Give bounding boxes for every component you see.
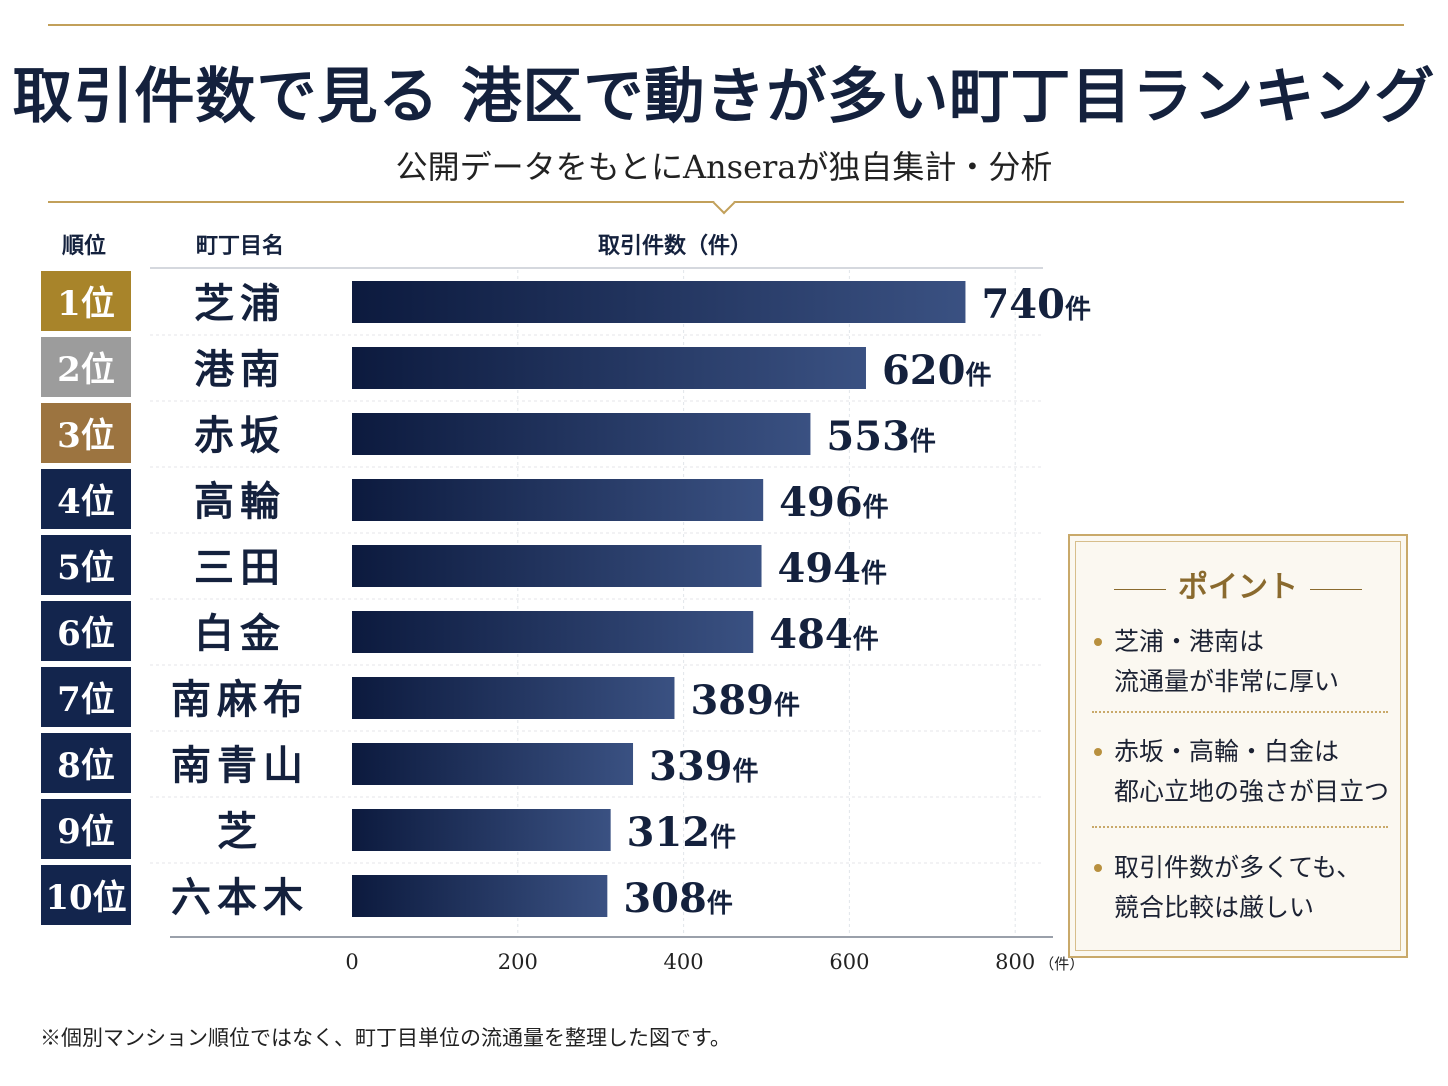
bar bbox=[352, 413, 811, 455]
page-subtitle: 公開データをもとにAnseraが独自集計・分析 bbox=[395, 148, 1053, 186]
value-label: 494件 bbox=[778, 545, 888, 592]
category-label: 芝 bbox=[217, 808, 263, 855]
header-name: 町丁目名 bbox=[196, 233, 284, 259]
value-label: 312件 bbox=[627, 809, 737, 856]
x-tick-label: 200 bbox=[498, 950, 538, 974]
value-label: 496件 bbox=[779, 479, 889, 526]
bar bbox=[352, 347, 866, 389]
category-label: 南麻布 bbox=[171, 676, 309, 723]
bar bbox=[352, 281, 966, 323]
rank-label: 4位 bbox=[57, 482, 115, 522]
rank-label: 2位 bbox=[57, 350, 115, 390]
value-label: 308件 bbox=[623, 875, 733, 922]
category-label: 高輪 bbox=[194, 478, 286, 525]
category-label: 赤坂 bbox=[194, 412, 286, 459]
bar bbox=[352, 677, 675, 719]
bar bbox=[352, 743, 634, 785]
category-label: 港南 bbox=[194, 346, 286, 393]
point-item-1: 芝浦・港南は 流通量が非常に厚い bbox=[1092, 622, 1392, 702]
rank-badge bbox=[41, 535, 131, 595]
bar bbox=[352, 809, 611, 851]
x-tick-label: 600 bbox=[829, 950, 869, 974]
rank-badge bbox=[41, 601, 131, 661]
x-tick-label: 400 bbox=[664, 950, 704, 974]
rank-label: 10位 bbox=[45, 878, 126, 918]
value-label: 740件 bbox=[981, 281, 1091, 328]
point-divider bbox=[1092, 711, 1388, 713]
bullet-icon bbox=[1094, 864, 1102, 872]
x-unit-label: （件） bbox=[1039, 955, 1084, 973]
points-title: ポイント bbox=[1070, 562, 1406, 606]
rank-label: 1位 bbox=[57, 284, 115, 324]
rank-label: 6位 bbox=[57, 614, 115, 654]
page-title: 取引件数で見る 港区で動きが多い町丁目ランキング bbox=[12, 62, 1436, 132]
category-label: 六本木 bbox=[171, 874, 309, 921]
category-label: 白金 bbox=[194, 610, 286, 657]
category-label: 三田 bbox=[194, 544, 286, 591]
bar bbox=[352, 611, 754, 653]
bullet-icon bbox=[1094, 748, 1102, 756]
rank-badge bbox=[41, 469, 131, 529]
bar bbox=[352, 479, 764, 521]
points-panel: ポイント 芝浦・港南は 流通量が非常に厚い 赤坂・高輪・白金は 都心立地の強さが… bbox=[1068, 534, 1408, 958]
rank-label: 5位 bbox=[57, 548, 115, 588]
point-item-2: 赤坂・高輪・白金は 都心立地の強さが目立つ bbox=[1092, 732, 1392, 812]
category-label: 芝浦 bbox=[194, 280, 286, 327]
header-rank: 順位 bbox=[62, 233, 106, 259]
value-label: 339件 bbox=[649, 743, 759, 790]
rank-badge bbox=[41, 271, 131, 331]
category-label: 南青山 bbox=[171, 742, 309, 789]
rank-label: 3位 bbox=[57, 416, 115, 456]
x-tick-label: 800 bbox=[995, 950, 1035, 974]
rank-badge bbox=[41, 667, 131, 727]
rank-badge bbox=[41, 337, 131, 397]
header-value: 取引件数（件） bbox=[598, 233, 752, 259]
value-label: 553件 bbox=[826, 413, 936, 460]
point-divider bbox=[1092, 826, 1388, 828]
bullet-icon bbox=[1094, 638, 1102, 646]
rank-badge bbox=[41, 799, 131, 859]
rank-label: 7位 bbox=[57, 680, 115, 720]
rank-badge bbox=[41, 733, 131, 793]
rank-label: 8位 bbox=[57, 746, 115, 786]
rank-label: 9位 bbox=[57, 812, 115, 852]
footnote: ※個別マンション順位ではなく、町丁目単位の流通量を整理した図です。 bbox=[40, 1026, 731, 1050]
value-label: 484件 bbox=[769, 611, 879, 658]
bar bbox=[352, 545, 762, 587]
rank-badge bbox=[41, 403, 131, 463]
value-label: 389件 bbox=[690, 677, 800, 724]
x-tick-label: 0 bbox=[345, 950, 358, 974]
point-item-3: 取引件数が多くても、 競合比較は厳しい bbox=[1092, 848, 1392, 928]
bar bbox=[352, 875, 608, 917]
top-rule bbox=[48, 24, 1404, 26]
value-label: 620件 bbox=[882, 347, 992, 394]
rank-badge bbox=[41, 865, 131, 925]
